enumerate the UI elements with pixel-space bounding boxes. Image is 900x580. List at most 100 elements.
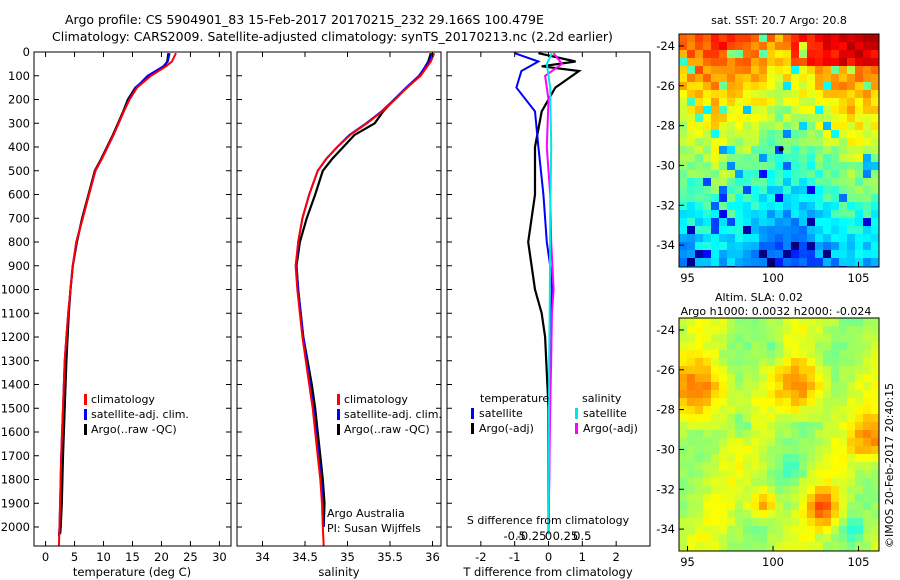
heatmap-cell [735, 342, 744, 351]
heatmap-cell [799, 130, 808, 139]
heatmap-cell [823, 42, 832, 51]
heatmap-cell [751, 106, 760, 115]
heatmap-cell [735, 234, 744, 243]
heatmap-cell [767, 478, 776, 487]
heatmap-cell [727, 414, 736, 423]
heatmap-cell [759, 42, 768, 51]
heatmap-cell [719, 486, 728, 495]
heatmap-cell [727, 318, 736, 327]
heatmap-cell [767, 542, 776, 551]
heatmap-cell [743, 50, 752, 59]
heatmap-cell [687, 534, 696, 543]
heatmap-cell [799, 82, 808, 91]
heatmap-cell [759, 350, 768, 359]
heatmap-cell [823, 122, 832, 131]
heatmap-cell [855, 138, 864, 147]
heatmap-cell [791, 542, 800, 551]
y-tick-label: 800 [8, 235, 30, 249]
heatmap-cell [847, 518, 856, 527]
heatmap-cell [775, 478, 784, 487]
heatmap-cell [855, 406, 864, 415]
heatmap-cell [759, 326, 768, 335]
heatmap-cell [767, 122, 776, 131]
heatmap-cell [823, 74, 832, 83]
heatmap-cell [759, 478, 768, 487]
heatmap-cell [775, 66, 784, 75]
heatmap-cell [775, 154, 784, 163]
heatmap-cell [719, 382, 728, 391]
heatmap-cell [871, 542, 879, 551]
heatmap-cell [719, 34, 728, 43]
heatmap-cell [775, 122, 784, 131]
heatmap-cell [695, 146, 704, 155]
heatmap-cell [831, 406, 840, 415]
heatmap-cell [847, 446, 856, 455]
map-y-tick-label: -32 [656, 198, 675, 212]
heatmap-cell [727, 186, 736, 195]
heatmap-cell [711, 42, 720, 51]
heatmap-cell [823, 510, 832, 519]
heatmap-cell [687, 326, 696, 335]
heatmap-cell [759, 542, 768, 551]
heatmap-cell [791, 406, 800, 415]
heatmap-cell [703, 486, 712, 495]
difference-legend: temperaturesatelliteArgo(-adj)salinitysa… [471, 392, 638, 435]
heatmap-cell [831, 358, 840, 367]
heatmap-cell [847, 478, 856, 487]
heatmap-cell [807, 186, 816, 195]
heatmap-cell [719, 334, 728, 343]
heatmap-cell [679, 318, 688, 327]
heatmap-cell [791, 318, 800, 327]
heatmap-cell [791, 202, 800, 211]
heatmap-cell [743, 374, 752, 383]
heatmap-cell [687, 194, 696, 203]
heatmap-cell [847, 542, 856, 551]
heatmap-cell [839, 494, 848, 503]
heatmap-cell [863, 146, 872, 155]
heatmap-cell [783, 382, 792, 391]
heatmap-cell [783, 258, 792, 267]
heatmap-cell [711, 374, 720, 383]
heatmap-cell [871, 74, 879, 83]
heatmap-cell [799, 438, 808, 447]
heatmap-cell [823, 258, 832, 267]
heatmap-cell [815, 218, 824, 227]
heatmap-cell [815, 470, 824, 479]
heatmap-cell [703, 342, 712, 351]
y-tick-label: 0 [23, 45, 30, 59]
heatmap-cell [807, 58, 816, 67]
heatmap-cell [855, 398, 864, 407]
heatmap-cell [823, 82, 832, 91]
heatmap-cell [847, 502, 856, 511]
y-tick-label: 1300 [1, 354, 30, 368]
heatmap-cell [815, 414, 824, 423]
heatmap-cell [711, 234, 720, 243]
heatmap-cell [743, 82, 752, 91]
heatmap-cell [743, 218, 752, 227]
heatmap-cell [791, 414, 800, 423]
heatmap-cell [743, 518, 752, 527]
heatmap-cell [799, 58, 808, 67]
heatmap-cell [695, 518, 704, 527]
heatmap-cell [847, 98, 856, 107]
legend-group-title: temperature [480, 392, 549, 405]
heatmap-cell [727, 398, 736, 407]
heatmap-cell [863, 518, 872, 527]
heatmap-cell [687, 366, 696, 375]
heatmap-cell [839, 478, 848, 487]
heatmap-cell [695, 454, 704, 463]
heatmap-cell [751, 366, 760, 375]
heatmap-cell [727, 342, 736, 351]
heatmap-cell [727, 438, 736, 447]
heatmap-cell [847, 318, 856, 327]
heatmap-cell [767, 130, 776, 139]
legend-label: Argo(-adj) [583, 422, 638, 435]
heatmap-cell [735, 510, 744, 519]
heatmap-cell [839, 334, 848, 343]
heatmap-cell [679, 218, 688, 227]
x-tick-label: 25 [183, 550, 198, 564]
heatmap-cell [759, 106, 768, 115]
heatmap-cell [791, 486, 800, 495]
heatmap-cell [863, 342, 872, 351]
heatmap-cell [783, 186, 792, 195]
